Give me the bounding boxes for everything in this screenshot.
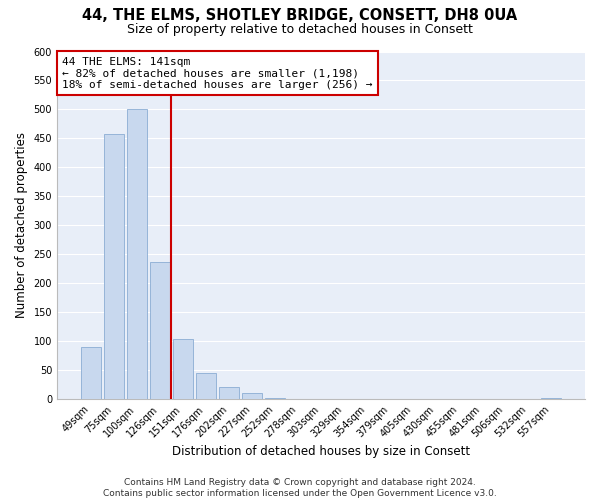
Bar — [127, 110, 146, 399]
Text: 44, THE ELMS, SHOTLEY BRIDGE, CONSETT, DH8 0UA: 44, THE ELMS, SHOTLEY BRIDGE, CONSETT, D… — [82, 8, 518, 22]
Bar — [150, 262, 170, 399]
Bar — [173, 339, 193, 399]
Bar — [541, 398, 561, 399]
Bar — [81, 347, 101, 399]
Bar — [265, 398, 285, 399]
Text: Contains HM Land Registry data © Crown copyright and database right 2024.
Contai: Contains HM Land Registry data © Crown c… — [103, 478, 497, 498]
X-axis label: Distribution of detached houses by size in Consett: Distribution of detached houses by size … — [172, 444, 470, 458]
Bar — [242, 392, 262, 399]
Text: 44 THE ELMS: 141sqm
← 82% of detached houses are smaller (1,198)
18% of semi-det: 44 THE ELMS: 141sqm ← 82% of detached ho… — [62, 56, 373, 90]
Bar — [104, 134, 124, 399]
Bar — [219, 388, 239, 399]
Bar — [196, 373, 216, 399]
Text: Size of property relative to detached houses in Consett: Size of property relative to detached ho… — [127, 22, 473, 36]
Y-axis label: Number of detached properties: Number of detached properties — [15, 132, 28, 318]
